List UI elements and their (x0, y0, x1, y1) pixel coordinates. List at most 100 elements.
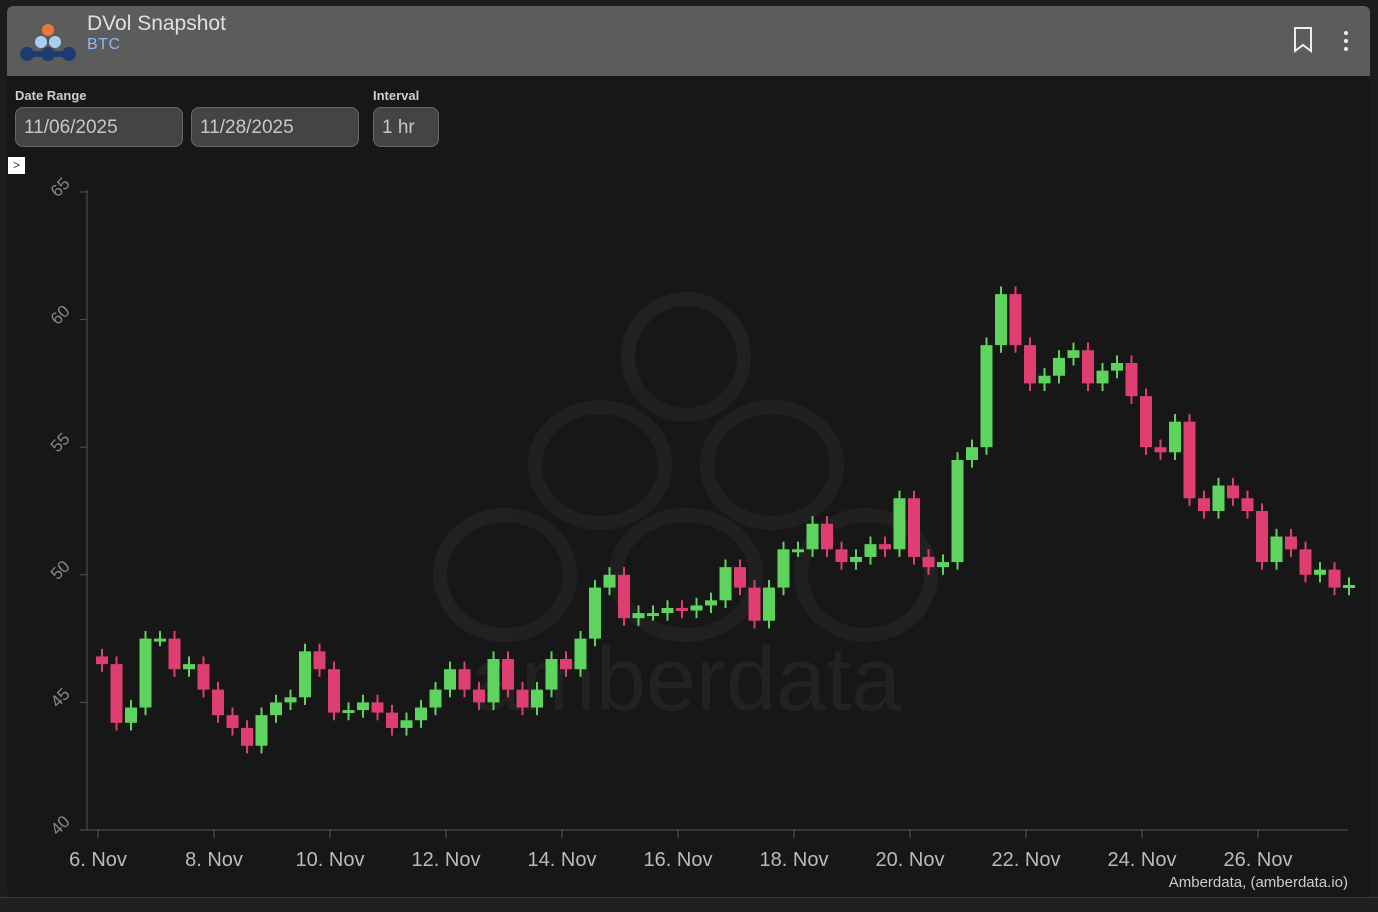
candle (1082, 342, 1094, 392)
candle (444, 661, 456, 698)
candle (690, 597, 703, 619)
candle (531, 681, 543, 716)
candle (458, 661, 471, 698)
candle (618, 567, 630, 626)
candle (574, 630, 587, 677)
candle (545, 651, 558, 698)
candle (893, 490, 906, 557)
candle (1314, 562, 1326, 583)
candle (792, 541, 804, 557)
candle (719, 559, 732, 608)
y-tick-label: 55 (47, 429, 74, 456)
candle (125, 699, 137, 731)
candle (183, 656, 195, 677)
watermark-text: amberdata (471, 630, 902, 730)
candle (748, 579, 761, 629)
candle (951, 452, 964, 570)
candle (168, 630, 181, 677)
date-range-label: Date Range (15, 88, 87, 103)
candle (1285, 528, 1297, 557)
candle (908, 490, 920, 565)
candle (1183, 414, 1196, 506)
y-tick-label: 45 (47, 684, 74, 711)
kebab-menu-icon[interactable] (1343, 30, 1349, 52)
candle (400, 712, 413, 736)
expand-toggle-button[interactable]: > (8, 157, 25, 174)
candle (415, 699, 427, 728)
candle (328, 661, 340, 721)
candle (603, 567, 616, 596)
x-tick-label: 22. Nov (992, 849, 1061, 871)
candle (1256, 503, 1268, 570)
candle (1270, 528, 1283, 570)
y-tick-label: 65 (47, 174, 74, 201)
candle (473, 681, 485, 711)
bookmark-icon[interactable] (1292, 26, 1314, 54)
interval-select[interactable]: 1 hr (373, 107, 439, 147)
candle (966, 439, 978, 468)
candle (560, 651, 572, 677)
candle (632, 605, 645, 626)
widget-title: DVol Snapshot (87, 12, 226, 35)
candle (835, 541, 848, 570)
candle (429, 681, 442, 716)
asset-label: BTC (87, 36, 121, 53)
y-tick-label: 40 (47, 812, 74, 839)
candle (154, 630, 166, 647)
x-tick-label: 8. Nov (185, 849, 243, 871)
candle (676, 600, 688, 619)
candle (96, 648, 108, 672)
candle (647, 605, 659, 621)
x-tick-label: 6. Nov (69, 849, 127, 871)
candle (299, 643, 311, 705)
x-tick-label: 10. Nov (296, 849, 365, 871)
candle (1009, 286, 1022, 353)
candle (313, 643, 326, 677)
x-tick-label: 24. Nov (1108, 849, 1177, 871)
candle (777, 541, 790, 596)
candle (879, 536, 891, 557)
x-tick-label: 18. Nov (760, 849, 829, 871)
end-date-input[interactable]: 11/28/2025 (191, 107, 359, 147)
candle (371, 694, 384, 721)
candle (922, 549, 935, 575)
candle (139, 630, 152, 716)
candle (1227, 477, 1239, 506)
candle (284, 689, 297, 711)
dvol-widget: DVol Snapshot BTC Date Range 11/06/2025 … (7, 6, 1370, 897)
candle (1053, 350, 1065, 384)
x-tick-label: 20. Nov (876, 849, 945, 871)
candle (705, 592, 717, 614)
x-tick-label: 16. Nov (644, 849, 713, 871)
candle (980, 337, 993, 455)
candle (1154, 439, 1167, 460)
amberdata-logo-icon (20, 24, 76, 61)
widget-header: DVol Snapshot BTC (7, 6, 1370, 76)
candle (821, 516, 833, 557)
candle (1241, 490, 1254, 519)
candle (1140, 388, 1152, 455)
x-tick-label: 14. Nov (528, 849, 597, 871)
candle (487, 651, 500, 711)
candle (1212, 477, 1225, 519)
candle (850, 549, 862, 570)
candle (937, 554, 949, 575)
candle (197, 656, 210, 698)
y-tick-label: 50 (47, 557, 74, 584)
candle (1111, 355, 1123, 379)
candle (1024, 337, 1036, 392)
candle (386, 704, 398, 736)
candle (516, 681, 529, 716)
candle (1038, 368, 1051, 392)
candle (763, 579, 775, 629)
candle (864, 536, 877, 565)
candle (357, 694, 369, 718)
y-tick-label: 60 (47, 302, 74, 329)
candle (1067, 342, 1080, 366)
x-tick-label: 26. Nov (1224, 849, 1293, 871)
candle (1343, 577, 1355, 596)
start-date-input[interactable]: 11/06/2025 (15, 107, 183, 147)
candle (734, 559, 746, 596)
watermark (433, 292, 938, 642)
